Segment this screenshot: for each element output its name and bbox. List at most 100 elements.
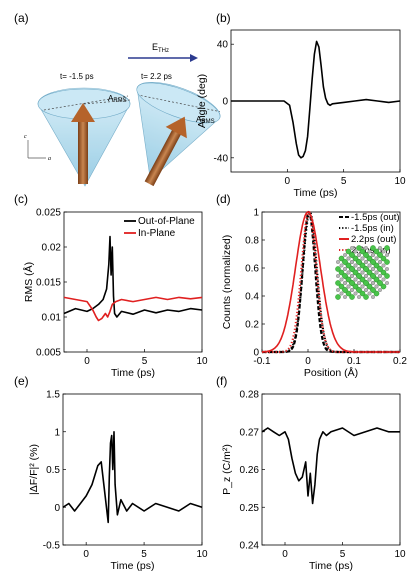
lattice-atom xyxy=(378,288,383,293)
lattice-atom xyxy=(377,280,383,286)
panel-label-e: (e) xyxy=(14,374,29,388)
axis-c-label: c xyxy=(24,134,27,140)
y-tick-label: 0 xyxy=(253,348,259,359)
field-subscript: THz xyxy=(158,48,169,54)
lattice-atom xyxy=(364,288,369,293)
lattice-atom xyxy=(357,267,362,272)
lattice-atom xyxy=(363,280,369,286)
y-tick-label: 0.27 xyxy=(240,427,260,438)
lattice-atom xyxy=(364,260,369,265)
lattice-atom xyxy=(352,255,359,262)
lattice-atom xyxy=(360,284,365,289)
lattice-atom xyxy=(374,270,379,275)
lattice-atom xyxy=(345,276,352,283)
lattice-atom xyxy=(343,295,348,300)
lattice-atom xyxy=(350,274,355,279)
lattice-atom xyxy=(367,249,372,254)
lattice-atom xyxy=(353,263,358,268)
y-tick-label: 0.005 xyxy=(36,348,61,359)
distribution-curve xyxy=(262,210,400,354)
lattice-atom xyxy=(378,274,383,279)
lattice-atom xyxy=(336,288,341,293)
lattice-atom xyxy=(363,266,369,272)
panel-label-c: (c) xyxy=(14,192,28,206)
lattice-atom xyxy=(335,266,341,272)
y-tick-label: 0.5 xyxy=(46,465,60,476)
lattice-atom xyxy=(346,256,351,261)
y-tick-label: -0.5 xyxy=(43,541,61,552)
lattice-atom xyxy=(363,294,369,300)
lattice-atom xyxy=(377,252,383,258)
lattice-atom xyxy=(370,273,376,279)
lattice-atom xyxy=(380,255,387,262)
lattice-atom xyxy=(367,277,372,282)
lattice-atom xyxy=(371,252,376,257)
lattice-atom xyxy=(385,281,390,286)
lattice-atom xyxy=(366,283,373,290)
lattice-atom xyxy=(373,262,380,269)
lattice-atom xyxy=(349,280,355,286)
y-axis-label: Angle (deg) xyxy=(196,74,208,128)
spin-arrow-right xyxy=(144,116,187,187)
lattice-atom xyxy=(353,291,358,296)
panel-a-schematic: ETHz t= -1.5 ps t= 2.2 ps ARMS ARMS xyxy=(24,42,221,187)
lattice-atom xyxy=(363,252,369,258)
lattice-atom xyxy=(343,267,348,272)
y-tick-label: 0.8 xyxy=(245,236,259,247)
svg-text:ARMS: ARMS xyxy=(108,94,127,104)
lattice-atom xyxy=(343,252,348,257)
lattice-atom xyxy=(336,274,341,279)
x-tick-label: 0.1 xyxy=(347,356,361,367)
y-tick-label: 1 xyxy=(54,427,60,438)
y-tick-label: 0.26 xyxy=(240,465,260,476)
plot-frame xyxy=(261,393,401,546)
lattice-atom xyxy=(349,266,355,272)
lattice-atom xyxy=(371,295,376,300)
lattice-atom xyxy=(367,291,372,296)
x-tick-label: 5 xyxy=(340,549,346,560)
panel-label-d: (d) xyxy=(216,192,231,206)
x-tick-label: 10 xyxy=(196,549,208,560)
lattice-atom xyxy=(346,270,351,275)
lattice-atom xyxy=(364,274,369,279)
time-label-left: t= -1.5 ps xyxy=(60,72,94,81)
x-tick-label: 10 xyxy=(196,356,208,367)
x-tick-label: 0 xyxy=(282,549,288,560)
chart-angle: 0 5 10 -40 0 40 Time (ps) Angle (deg) xyxy=(196,29,406,199)
lattice-atom xyxy=(350,288,355,293)
x-tick-label: 0 xyxy=(285,176,291,187)
y-axis-label: |ΔF/F|² (%) xyxy=(28,444,40,495)
x-axis-label: Position (Å) xyxy=(304,366,358,379)
x-tick-label: 0 xyxy=(305,356,311,367)
y-tick-label: -40 xyxy=(214,153,229,164)
y-tick-label: 0.24 xyxy=(240,541,260,552)
lattice-atom xyxy=(374,284,379,289)
x-tick-label: 5 xyxy=(142,356,148,367)
lattice-atom xyxy=(360,256,365,261)
x-tick-label: 5 xyxy=(141,549,147,560)
x-tick-label: 10 xyxy=(394,549,406,560)
spin-arrow-left xyxy=(71,103,95,184)
lattice-atom xyxy=(356,287,362,293)
lattice-atom xyxy=(356,259,362,265)
lattice-atom xyxy=(353,277,358,282)
lattice-atom xyxy=(338,269,345,276)
lattice-atom xyxy=(377,266,383,272)
lattice-atom xyxy=(357,281,362,286)
y-axis-label: RMS (Å) xyxy=(22,262,35,302)
x-tick-label: 0.2 xyxy=(393,356,407,367)
series-line-0 xyxy=(231,40,401,159)
lattice-atom xyxy=(353,249,358,254)
legend-entry: -1.5ps (out) xyxy=(351,212,400,223)
lattice-atom xyxy=(359,276,366,283)
x-tick-label: -0.1 xyxy=(253,356,271,367)
lattice-atom xyxy=(359,290,366,297)
lattice-atom xyxy=(338,255,345,262)
lattice-inset xyxy=(335,245,390,300)
lattice-atom xyxy=(380,269,387,276)
lattice-atom xyxy=(350,260,355,265)
lattice-atom xyxy=(381,277,386,282)
lattice-atom xyxy=(343,281,348,286)
axis-a-label: a xyxy=(48,156,51,162)
